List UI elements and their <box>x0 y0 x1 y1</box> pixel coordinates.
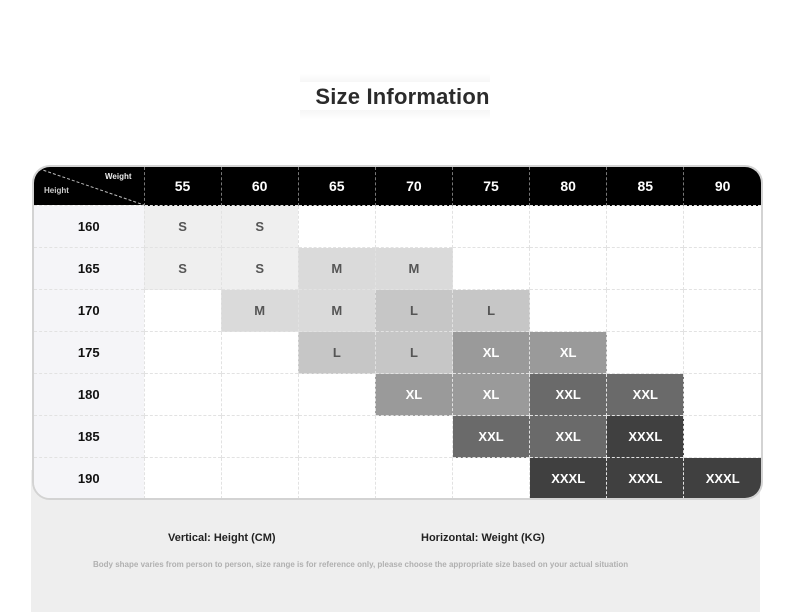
empty-cell <box>297 415 376 458</box>
height-cell: 170 <box>34 289 144 332</box>
empty-cell <box>374 205 453 248</box>
diagonal-divider <box>34 167 144 205</box>
vertical-legend: Vertical: Height (CM) <box>168 532 276 544</box>
size-cell: XXXL <box>529 457 607 498</box>
table-row: 190 XXXL XXXL XXXL <box>34 457 761 498</box>
empty-cell <box>220 331 299 374</box>
size-cell: L <box>451 289 530 332</box>
empty-cell <box>451 457 530 498</box>
size-cell: M <box>374 247 453 290</box>
size-cell: XXXL <box>606 415 684 458</box>
empty-cell <box>297 457 376 498</box>
empty-cell <box>220 415 299 458</box>
size-cell: XXL <box>529 373 607 416</box>
size-cell: XL <box>451 331 530 374</box>
weight-axis-label: Weight <box>104 172 132 181</box>
empty-cell <box>606 205 684 248</box>
empty-cell <box>220 373 299 416</box>
empty-cell <box>529 289 607 332</box>
disclaimer-note: Body shape varies from person to person,… <box>93 560 629 569</box>
table-row: 185 XXL XXL XXXL <box>34 415 761 458</box>
empty-cell <box>529 205 607 248</box>
weight-header: 65 <box>297 167 376 206</box>
size-cell: XXXL <box>606 457 684 498</box>
empty-cell <box>606 247 684 290</box>
empty-cell <box>451 247 530 290</box>
empty-cell <box>683 331 761 374</box>
empty-cell <box>297 205 376 248</box>
empty-cell <box>606 331 684 374</box>
size-cell: M <box>220 289 299 332</box>
size-cell: M <box>297 289 376 332</box>
weight-header: 70 <box>374 167 453 206</box>
empty-cell <box>143 457 222 498</box>
weight-header: 85 <box>606 167 684 206</box>
size-cell: XXL <box>451 415 530 458</box>
empty-cell <box>529 247 607 290</box>
header-row: Weight Height 55 60 65 70 75 80 85 90 <box>34 167 761 206</box>
empty-cell <box>143 331 222 374</box>
title-shadow-bottom <box>300 110 490 120</box>
size-cell: S <box>220 205 299 248</box>
weight-header: 75 <box>451 167 530 206</box>
height-cell: 160 <box>34 205 144 248</box>
size-cell: L <box>297 331 376 374</box>
corner-cell: Weight Height <box>34 167 144 206</box>
size-cell: M <box>297 247 376 290</box>
empty-cell <box>297 373 376 416</box>
empty-cell <box>451 205 530 248</box>
size-cell: XXL <box>529 415 607 458</box>
size-cell: L <box>374 289 453 332</box>
weight-header: 80 <box>529 167 607 206</box>
empty-cell <box>683 247 761 290</box>
height-cell: 165 <box>34 247 144 290</box>
height-axis-label: Height <box>44 186 69 195</box>
size-table: Weight Height 55 60 65 70 75 80 85 90 160 S S 165 S… <box>34 167 761 498</box>
empty-cell <box>143 289 222 332</box>
empty-cell <box>683 289 761 332</box>
empty-cell <box>606 289 684 332</box>
empty-cell <box>220 457 299 498</box>
size-cell: S <box>143 247 222 290</box>
height-cell: 175 <box>34 331 144 374</box>
weight-header: 60 <box>220 167 299 206</box>
table-row: 175 L L XL XL <box>34 331 761 374</box>
height-cell: 185 <box>34 415 144 458</box>
table-row: 170 M M L L <box>34 289 761 332</box>
title-shadow-top <box>300 74 490 82</box>
table-row: 180 XL XL XXL XXL <box>34 373 761 416</box>
empty-cell <box>374 415 453 458</box>
size-cell: S <box>143 205 222 248</box>
empty-cell <box>683 415 761 458</box>
size-cell: S <box>220 247 299 290</box>
horizontal-legend: Horizontal: Weight (KG) <box>421 532 545 544</box>
table-row: 160 S S <box>34 205 761 248</box>
size-cell: L <box>374 331 453 374</box>
table-row: 165 S S M M <box>34 247 761 290</box>
size-cell: XXXL <box>683 457 761 498</box>
page-title: Size Information <box>315 84 490 109</box>
height-cell: 190 <box>34 457 144 498</box>
height-cell: 180 <box>34 373 144 416</box>
size-cell: XL <box>374 373 453 416</box>
empty-cell <box>374 457 453 498</box>
table-body: 160 S S 165 S S M M 170 M M L L 175 L L XL XL 180 XL XL XXL XX… <box>34 205 761 498</box>
empty-cell <box>683 205 761 248</box>
empty-cell <box>143 373 222 416</box>
weight-header: 90 <box>683 167 761 206</box>
empty-cell <box>683 373 761 416</box>
size-chart: Weight Height 55 60 65 70 75 80 85 90 160 S S 165 S… <box>32 165 763 500</box>
size-cell: XL <box>529 331 607 374</box>
size-cell: XL <box>451 373 530 416</box>
size-cell: XXL <box>606 373 684 416</box>
weight-header: 55 <box>143 167 222 206</box>
empty-cell <box>143 415 222 458</box>
